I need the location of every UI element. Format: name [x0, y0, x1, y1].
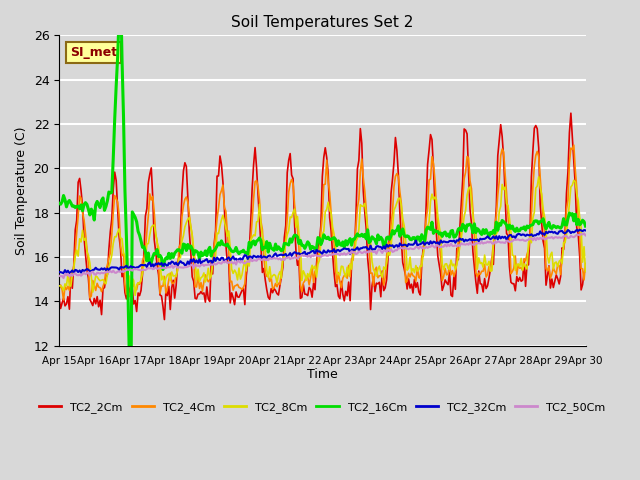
TC2_50Cm — [356, 249, 364, 255]
TC2_50Cm — [386, 248, 394, 254]
TC2_4Cm — [582, 261, 589, 266]
TC2_4Cm — [570, 142, 578, 148]
TC2_2Cm — [161, 317, 168, 323]
TC2_32Cm — [72, 267, 79, 273]
TC2_50Cm — [374, 247, 381, 253]
TC2_16Cm — [582, 223, 589, 229]
TC2_50Cm — [580, 230, 588, 236]
Line: TC2_50Cm: TC2_50Cm — [59, 233, 586, 278]
TC2_16Cm — [376, 237, 383, 242]
TC2_2Cm — [567, 110, 575, 116]
TC2_8Cm — [155, 244, 163, 250]
TC2_2Cm — [374, 281, 381, 287]
TC2_32Cm — [386, 242, 394, 248]
TC2_32Cm — [519, 231, 527, 237]
TC2_4Cm — [60, 297, 67, 303]
TC2_4Cm — [55, 286, 63, 292]
TC2_8Cm — [535, 174, 543, 180]
TC2_50Cm — [55, 273, 63, 278]
TC2_32Cm — [55, 269, 63, 275]
TC2_8Cm — [582, 268, 589, 274]
TC2_32Cm — [576, 227, 584, 233]
TC2_32Cm — [60, 270, 67, 276]
TC2_4Cm — [72, 249, 79, 254]
TC2_8Cm — [55, 283, 63, 289]
TC2_50Cm — [72, 271, 79, 276]
TC2_8Cm — [386, 252, 394, 258]
Y-axis label: Soil Temperature (C): Soil Temperature (C) — [15, 126, 28, 255]
Line: TC2_32Cm: TC2_32Cm — [59, 230, 586, 273]
TC2_2Cm — [70, 263, 77, 268]
Line: TC2_8Cm: TC2_8Cm — [59, 177, 586, 295]
TC2_16Cm — [55, 200, 63, 206]
Text: SI_met: SI_met — [70, 46, 117, 59]
X-axis label: Time: Time — [307, 368, 338, 381]
Line: TC2_2Cm: TC2_2Cm — [59, 113, 586, 320]
Line: TC2_4Cm: TC2_4Cm — [59, 145, 586, 300]
TC2_16Cm — [520, 224, 528, 230]
TC2_2Cm — [386, 231, 394, 237]
TC2_16Cm — [387, 233, 395, 239]
TC2_2Cm — [582, 268, 589, 274]
TC2_50Cm — [60, 275, 67, 281]
TC2_4Cm — [155, 260, 163, 265]
TC2_2Cm — [55, 295, 63, 300]
TC2_4Cm — [519, 268, 527, 274]
TC2_8Cm — [131, 292, 139, 298]
TC2_4Cm — [374, 275, 381, 281]
TC2_2Cm — [356, 126, 364, 132]
TC2_50Cm — [519, 237, 527, 242]
TC2_2Cm — [153, 263, 161, 268]
TC2_8Cm — [70, 265, 77, 271]
TC2_16Cm — [358, 231, 365, 237]
TC2_16Cm — [127, 403, 134, 408]
TC2_50Cm — [582, 232, 589, 238]
TC2_4Cm — [356, 169, 364, 175]
TC2_32Cm — [582, 228, 589, 233]
TC2_8Cm — [374, 266, 381, 272]
Legend: TC2_2Cm, TC2_4Cm, TC2_8Cm, TC2_16Cm, TC2_32Cm, TC2_50Cm: TC2_2Cm, TC2_4Cm, TC2_8Cm, TC2_16Cm, TC2… — [35, 398, 610, 418]
TC2_2Cm — [519, 277, 527, 283]
TC2_32Cm — [356, 245, 364, 251]
TC2_4Cm — [386, 247, 394, 252]
TC2_8Cm — [356, 202, 364, 208]
TC2_32Cm — [374, 243, 381, 249]
Title: Soil Temperatures Set 2: Soil Temperatures Set 2 — [231, 15, 413, 30]
TC2_32Cm — [155, 260, 163, 266]
TC2_50Cm — [155, 265, 163, 271]
Line: TC2_16Cm: TC2_16Cm — [59, 0, 586, 406]
TC2_8Cm — [519, 267, 527, 273]
TC2_16Cm — [70, 203, 77, 209]
TC2_16Cm — [156, 252, 164, 258]
